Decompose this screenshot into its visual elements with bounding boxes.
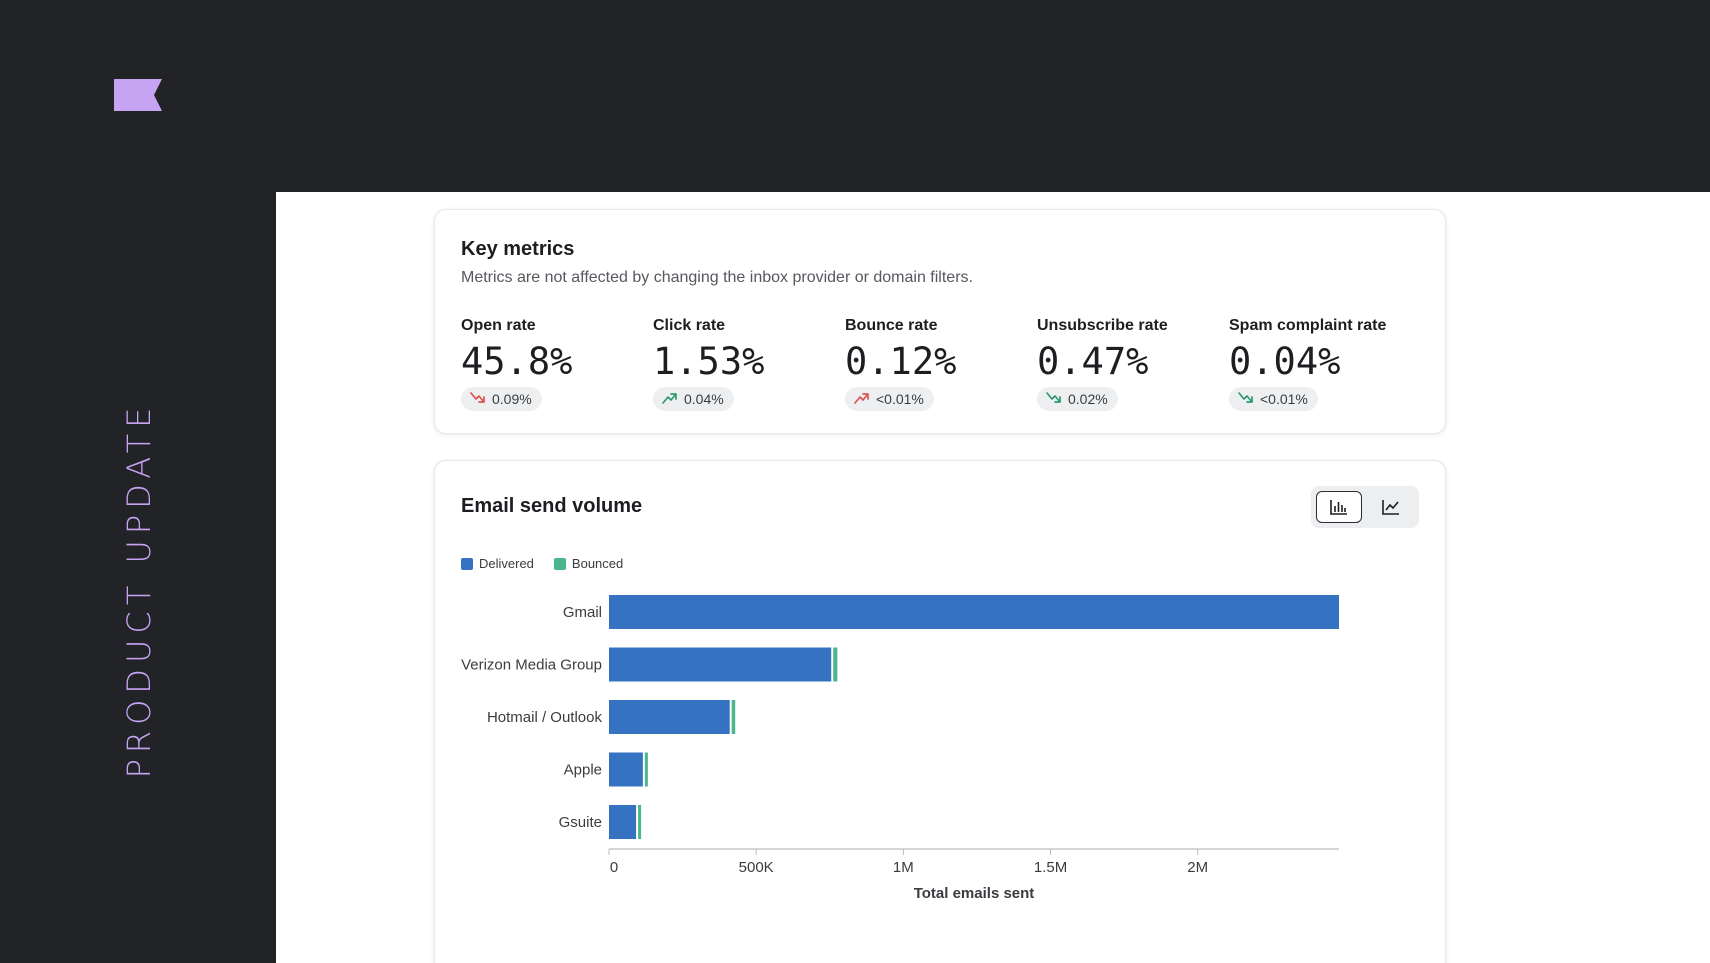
metric-value: 45.8% (461, 340, 573, 383)
metric-change-badge: 0.04% (653, 387, 734, 411)
x-tick-label: 2M (1187, 859, 1208, 876)
bar-delivered (609, 595, 1339, 629)
metric-change: <0.01% (1260, 391, 1308, 407)
x-tick-label: 0 (610, 859, 618, 876)
metric-label: Bounce rate (845, 317, 938, 334)
metric-value: 0.04% (1229, 340, 1341, 383)
category-label: Hotmail / Outlook (487, 709, 603, 726)
metric-change-badge: 0.09% (461, 387, 542, 411)
bar-chart-icon (1330, 500, 1347, 515)
category-label: Gsuite (559, 814, 602, 831)
metric-value: 0.47% (1037, 340, 1149, 383)
legend-item-delivered: Delivered (461, 556, 534, 571)
bar-bounced (833, 647, 838, 682)
metric-spam-complaint-rate: Spam complaint rate 0.04% <0.01% (1229, 317, 1419, 411)
legend-label: Delivered (479, 556, 534, 571)
metric-change: 0.04% (684, 391, 724, 407)
chart-type-toggle (1311, 486, 1419, 528)
metric-label: Click rate (653, 317, 726, 334)
bar-bounced (644, 752, 648, 787)
legend-swatch-bounced (553, 557, 566, 570)
bar-bounced (731, 700, 736, 734)
key-metrics-subtitle: Metrics are not affected by changing the… (461, 269, 973, 286)
metric-unsubscribe-rate: Unsubscribe rate 0.47% 0.02% (1037, 317, 1227, 411)
category-label: Gmail (563, 604, 602, 621)
brand-flag-logo (114, 79, 162, 111)
trend-up-icon (853, 390, 871, 409)
category-label: Apple (564, 762, 602, 779)
trend-down-icon (1045, 390, 1063, 409)
x-tick-label: 500K (739, 859, 774, 876)
metric-label: Open rate (461, 317, 536, 334)
bar-bounced (638, 805, 642, 839)
bar-chart-toggle-button[interactable] (1316, 491, 1362, 523)
chart-legend: Delivered Bounced (461, 556, 623, 571)
content-area: Key metrics Metrics are not affected by … (276, 192, 1710, 963)
email-send-volume-chart: Gmail Verizon Media Group Hotmail / Outloo… (461, 595, 1339, 902)
trend-down-icon (1237, 390, 1255, 409)
metric-change: 0.09% (492, 391, 532, 407)
legend-swatch-delivered (461, 557, 473, 570)
metric-change-badge: <0.01% (845, 387, 934, 411)
key-metrics-card: Key metrics Metrics are not affected by … (434, 209, 1446, 434)
metric-bounce-rate: Bounce rate 0.12% <0.01% (845, 317, 1035, 411)
legend-label: Bounced (571, 556, 624, 571)
x-axis-title: Total emails sent (914, 885, 1035, 902)
line-chart-toggle-button[interactable] (1368, 491, 1414, 523)
side-label: PRODUCT UPDATE (120, 401, 158, 779)
metric-value: 0.12% (845, 340, 957, 383)
bar-delivered (609, 700, 730, 734)
metric-value: 1.53% (653, 340, 765, 383)
trend-up-icon (661, 390, 679, 409)
bar-delivered (609, 647, 832, 682)
x-tick-label: 1M (893, 859, 914, 876)
x-tick-label: 1.5M (1034, 859, 1067, 876)
metric-click-rate: Click rate 1.53% 0.04% (653, 317, 843, 411)
metric-change-badge: <0.01% (1229, 387, 1318, 411)
metric-change-badge: 0.02% (1037, 387, 1118, 411)
email-send-volume-card: Email send volume Delivered (434, 460, 1446, 963)
metric-change: <0.01% (876, 391, 924, 407)
category-label: Verizon Media Group (461, 657, 602, 674)
legend-item-bounced: Bounced (553, 556, 624, 571)
metric-open-rate: Open rate 45.8% 0.09% (461, 317, 651, 411)
metric-label: Unsubscribe rate (1037, 317, 1168, 334)
line-chart-icon (1382, 500, 1399, 515)
trend-down-icon (469, 390, 487, 409)
metric-label: Spam complaint rate (1229, 317, 1387, 334)
bar-delivered (609, 752, 643, 787)
email-send-volume-title: Email send volume (461, 495, 643, 517)
metric-change: 0.02% (1068, 391, 1108, 407)
bar-delivered (609, 805, 637, 839)
key-metrics-title: Key metrics (461, 238, 575, 260)
